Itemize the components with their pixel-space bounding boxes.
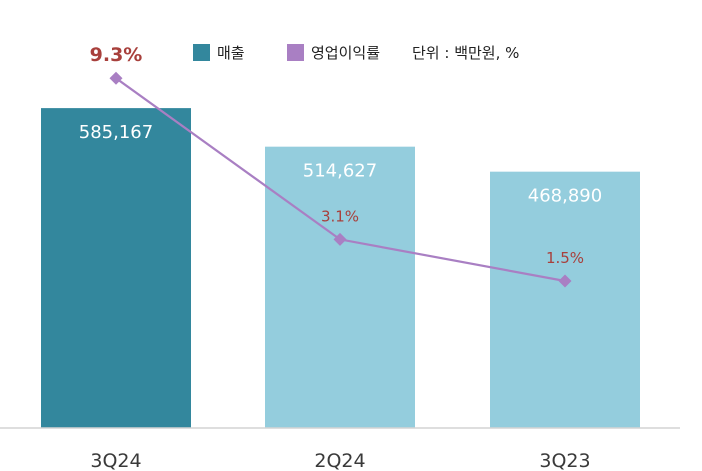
margin-label-3Q24: 9.3% (90, 44, 143, 66)
legend-unit-label: 단위 : 백만원, % (412, 44, 519, 62)
bars: 585,167 514,627 468,890 (41, 108, 640, 428)
legend: 매출 영업이익률 단위 : 백만원, % (193, 44, 519, 62)
margin-point-3Q24 (109, 71, 123, 85)
bar-value-label-3Q24: 585,167 (79, 122, 153, 143)
margin-point-3Q23 (558, 274, 572, 288)
legend-swatch-revenue (193, 44, 210, 61)
category-labels: 3Q24 2Q24 3Q23 (90, 450, 590, 471)
margin-label-3Q23: 1.5% (546, 249, 584, 267)
margin-label-2Q24: 3.1% (321, 207, 359, 225)
legend-label-revenue: 매출 (217, 44, 245, 62)
bar-3Q24 (41, 108, 191, 428)
legend-label-margin: 영업이익률 (311, 44, 380, 62)
bar-value-label-3Q23: 468,890 (528, 186, 602, 207)
category-label-3Q23: 3Q23 (539, 450, 590, 471)
category-label-2Q24: 2Q24 (314, 450, 365, 471)
bar-3Q23 (490, 171, 640, 428)
legend-swatch-margin (287, 44, 304, 61)
bar-value-label-2Q24: 514,627 (303, 161, 377, 182)
bar-2Q24 (265, 146, 415, 428)
profit-margin-series: 9.3% 3.1% 1.5% (90, 44, 584, 288)
margin-point-2Q24 (333, 232, 347, 246)
category-label-3Q24: 3Q24 (90, 450, 141, 471)
